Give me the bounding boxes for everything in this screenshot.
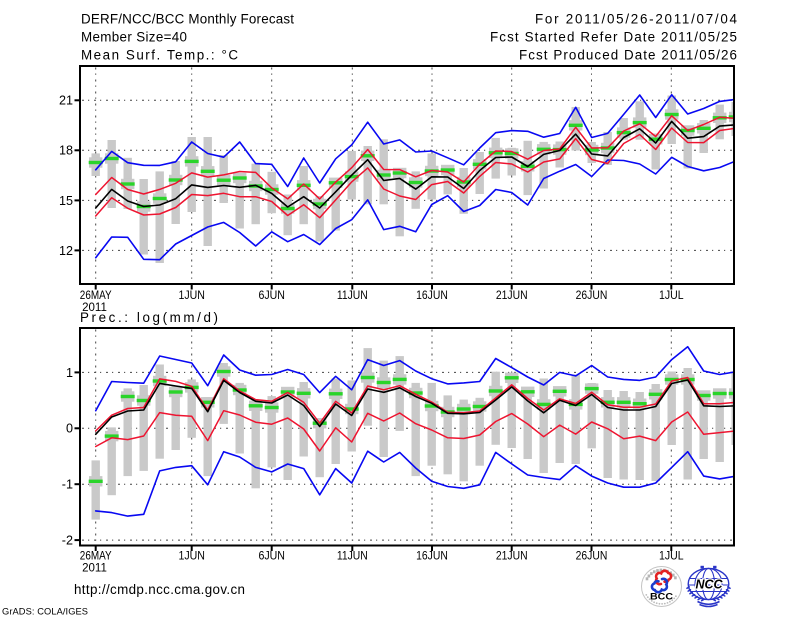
svg-text:Fcst Produced Date 2011/05/26: Fcst Produced Date 2011/05/26 [519, 48, 737, 63]
svg-text:11JUN: 11JUN [337, 289, 368, 302]
svg-text:-2: -2 [62, 534, 73, 548]
svg-text:16JUN: 16JUN [416, 289, 448, 302]
svg-text:Fcst Started Refer Date 2011/0: Fcst Started Refer Date 2011/05/25 [490, 30, 737, 45]
svg-text:1: 1 [66, 366, 73, 380]
svg-text:1JUN: 1JUN [178, 550, 204, 563]
svg-text:http://cmdp.ncc.cma.gov.cn: http://cmdp.ncc.cma.gov.cn [74, 582, 245, 597]
svg-text:6JUN: 6JUN [258, 289, 284, 302]
svg-text:NCC: NCC [696, 578, 724, 592]
svg-text:0: 0 [66, 422, 73, 436]
svg-text:26MAY: 26MAY [80, 550, 112, 563]
svg-text:15: 15 [59, 194, 73, 208]
svg-text:26JUN: 26JUN [576, 289, 608, 302]
svg-text:Member Size=40: Member Size=40 [81, 30, 187, 45]
svg-text:1JUL: 1JUL [659, 550, 684, 563]
svg-text:For 2011/05/26-2011/07/04: For 2011/05/26-2011/07/04 [535, 12, 738, 27]
svg-text:12: 12 [59, 244, 73, 258]
svg-text:26JUN: 26JUN [576, 550, 608, 563]
svg-text:1JUL: 1JUL [659, 289, 684, 302]
svg-text:Mean Surf. Temp.: °C: Mean Surf. Temp.: °C [81, 48, 238, 63]
svg-text:2011: 2011 [82, 300, 107, 314]
svg-text:2011: 2011 [82, 560, 107, 574]
svg-text:NCC: NCC [696, 578, 724, 592]
svg-text:DERF/NCC/BCC Monthly Forecast: DERF/NCC/BCC Monthly Forecast [81, 12, 294, 27]
svg-text:21JUN: 21JUN [496, 289, 528, 302]
svg-text:18: 18 [59, 144, 73, 158]
svg-text:GrADS: COLA/IGES: GrADS: COLA/IGES [2, 607, 88, 617]
svg-text:21: 21 [59, 94, 73, 108]
svg-text:6JUN: 6JUN [258, 550, 284, 563]
svg-text:11JUN: 11JUN [337, 550, 368, 563]
svg-text:BCC: BCC [650, 591, 673, 602]
svg-text:Prec.: log(mm/d): Prec.: log(mm/d) [80, 310, 218, 325]
svg-text:26MAY: 26MAY [80, 289, 112, 302]
svg-text:1JUN: 1JUN [178, 289, 204, 302]
svg-text:21JUN: 21JUN [496, 550, 528, 563]
svg-text:16JUN: 16JUN [416, 550, 448, 563]
svg-text:-1: -1 [62, 478, 73, 492]
